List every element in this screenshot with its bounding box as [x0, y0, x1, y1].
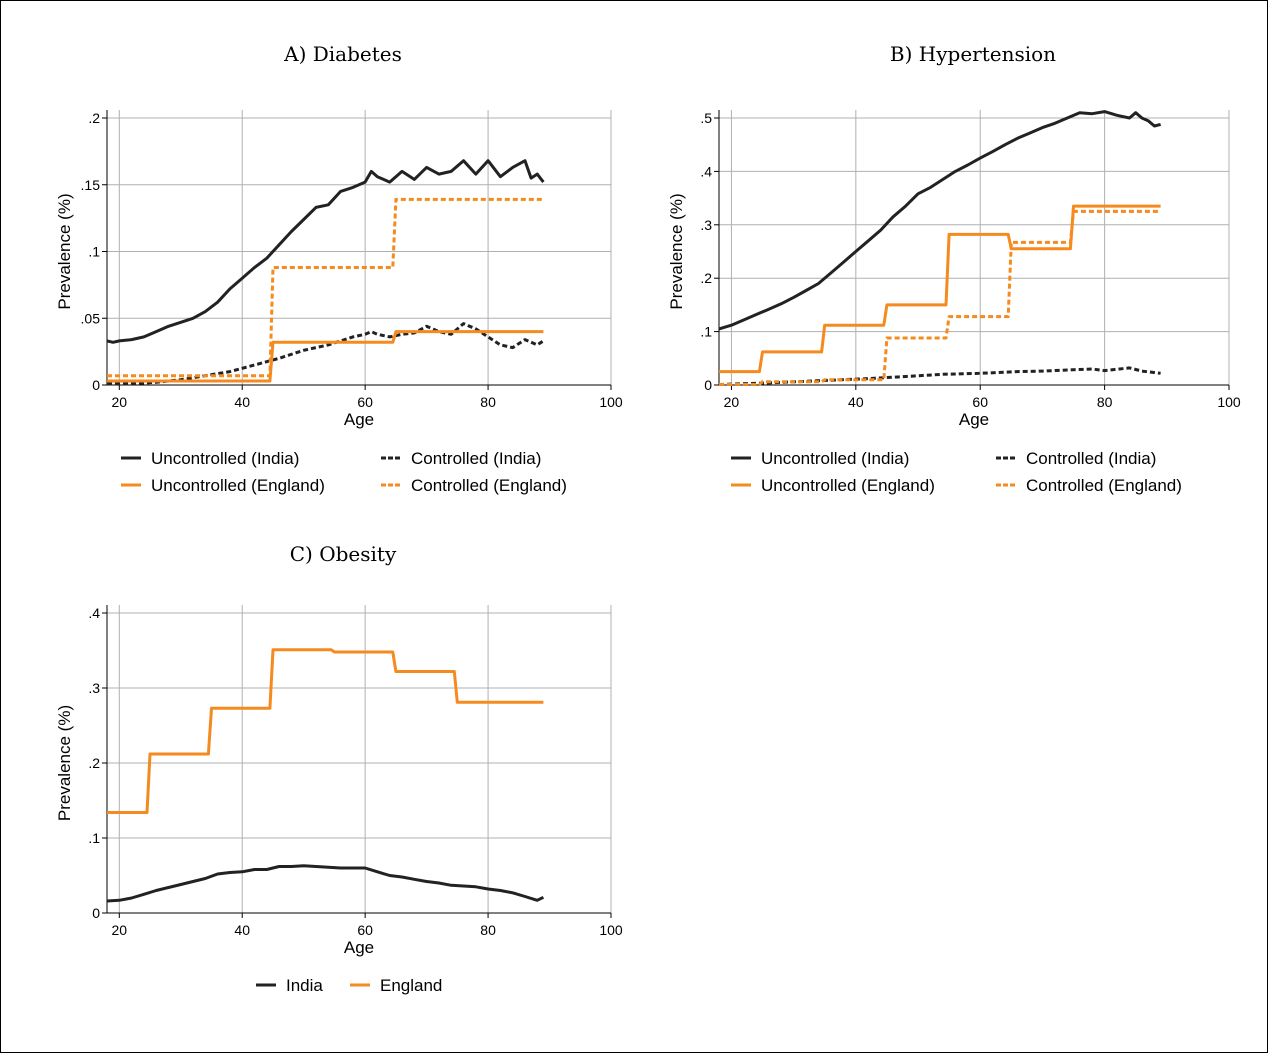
x-tick-label: 40 [848, 394, 864, 410]
x-tick-label: 20 [724, 394, 740, 410]
chart-panel-3: C) Obesity 20 40 60 80 100 0 .1 .2 .3 .4 Age Prevale… [55, 542, 623, 995]
x-tick-label: 60 [972, 394, 988, 410]
series-line-4 [107, 197, 544, 378]
x-tick-label: 60 [357, 922, 373, 938]
legend-item: Controlled (England) [381, 476, 567, 495]
x-tick-label: 80 [480, 394, 496, 410]
legend-item: England [350, 976, 442, 995]
y-tick-label: .2 [700, 270, 712, 286]
y-tick-label: .2 [88, 755, 100, 771]
y-tick-label: 0 [92, 905, 100, 921]
x-tick-label: 20 [112, 394, 128, 410]
legend-label: Controlled (India) [411, 449, 541, 468]
x-tick-label: 20 [112, 922, 128, 938]
series-line-3 [107, 330, 544, 383]
series-line-1 [106, 864, 545, 903]
legend-label: India [286, 976, 323, 995]
legend-label: Uncontrolled (England) [151, 476, 325, 495]
series-line-2 [107, 322, 545, 386]
chart-panel-2: B) Hypertension 20 40 60 80 100 0 .1 .2 .3 .4 .5 Age… [667, 42, 1241, 495]
legend-item: Controlled (England) [996, 476, 1182, 495]
y-tick-label: 0 [704, 377, 712, 393]
x-axis-label: Age [344, 410, 374, 429]
legend-label: England [380, 976, 442, 995]
chart-title: A) Diabetes [283, 42, 402, 66]
chart-panel-1: A) Diabetes 20 40 60 80 100 0 .05 .1 .15 .2 Age Prev… [55, 42, 623, 495]
y-axis-label: Prevalence (%) [55, 705, 74, 821]
legend-item: Controlled (India) [381, 449, 541, 468]
y-tick-label: .1 [700, 324, 712, 340]
y-tick-label: .3 [88, 680, 100, 696]
legend-item: India [256, 976, 323, 995]
series-line-2 [718, 366, 1161, 386]
x-tick-label: 60 [357, 394, 373, 410]
legend-item: Uncontrolled (India) [731, 449, 909, 468]
y-tick-label: 0 [92, 377, 100, 393]
x-tick-label: 100 [599, 394, 623, 410]
legend-item: Uncontrolled (England) [121, 476, 325, 495]
x-tick-label: 100 [599, 922, 623, 938]
y-tick-label: .15 [81, 177, 101, 193]
x-tick-label: 40 [234, 394, 250, 410]
legend-label: Controlled (England) [411, 476, 567, 495]
x-axis-label: Age [344, 938, 374, 957]
y-axis-label: Prevalence (%) [667, 193, 686, 309]
y-tick-label: .4 [88, 605, 100, 621]
y-tick-label: .3 [700, 217, 712, 233]
series-line-4 [719, 209, 1161, 386]
y-tick-label: .05 [81, 310, 101, 326]
x-axis-label: Age [959, 410, 989, 429]
chart-title: B) Hypertension [890, 42, 1056, 66]
legend-label: Uncontrolled (England) [761, 476, 935, 495]
legend-item: Uncontrolled (England) [731, 476, 935, 495]
legend-label: Uncontrolled (India) [761, 449, 909, 468]
x-tick-label: 40 [234, 922, 250, 938]
y-axis-label: Prevalence (%) [55, 193, 74, 309]
series-line-1 [106, 159, 545, 344]
series-line-1 [718, 110, 1161, 331]
legend-label: Uncontrolled (India) [151, 449, 299, 468]
chart-title: C) Obesity [290, 542, 397, 566]
x-tick-label: 80 [480, 922, 496, 938]
x-tick-label: 80 [1097, 394, 1113, 410]
legend-label: Controlled (England) [1026, 476, 1182, 495]
y-tick-label: .4 [700, 163, 712, 179]
legend-item: Uncontrolled (India) [121, 449, 299, 468]
y-tick-label: .5 [700, 110, 712, 126]
y-tick-label: .2 [88, 110, 100, 126]
legend-item: Controlled (India) [996, 449, 1156, 468]
legend-label: Controlled (India) [1026, 449, 1156, 468]
y-tick-label: .1 [88, 244, 100, 260]
series-line-3 [719, 204, 1161, 374]
y-tick-label: .1 [88, 830, 100, 846]
x-tick-label: 100 [1217, 394, 1241, 410]
series-line-2 [107, 648, 544, 814]
